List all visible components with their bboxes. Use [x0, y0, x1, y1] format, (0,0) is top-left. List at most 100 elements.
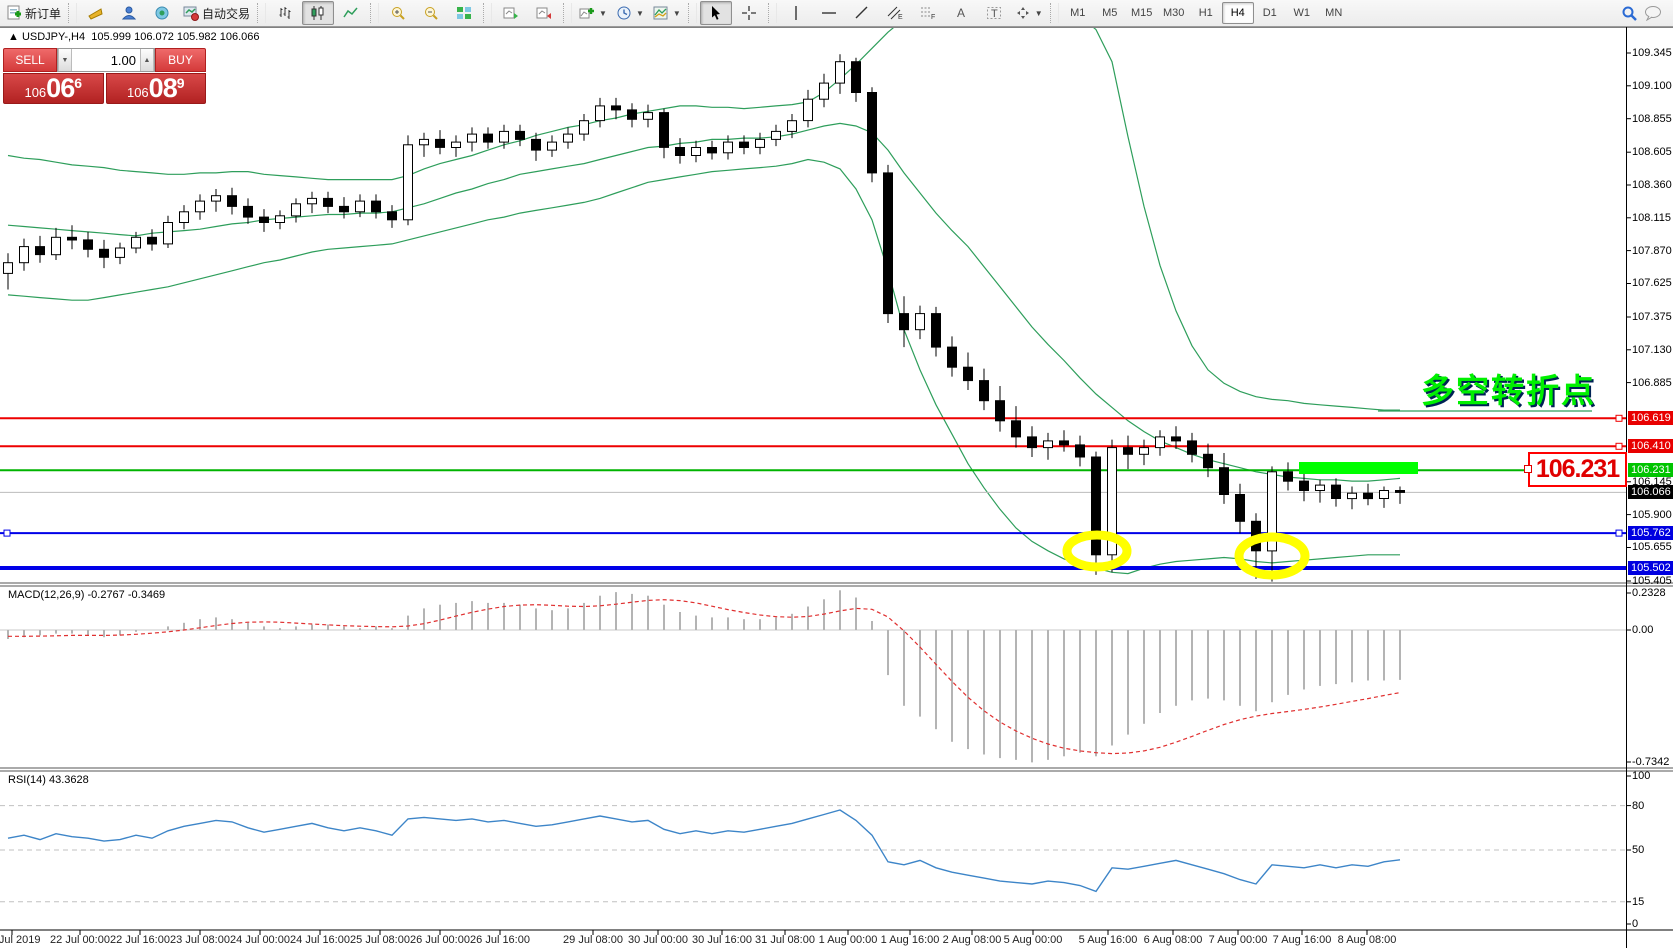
- volume-stepper: ▼ ▲: [57, 48, 155, 72]
- green-highlight-bar[interactable]: [1299, 462, 1418, 474]
- chat-icon[interactable]: [1644, 5, 1663, 21]
- autotrading-button[interactable]: 自动交易: [179, 1, 254, 25]
- svg-text:A: A: [957, 6, 965, 20]
- macd-label: MACD(12,26,9): [8, 589, 85, 601]
- line-handle[interactable]: [1615, 414, 1623, 422]
- buy-button[interactable]: BUY: [155, 48, 206, 72]
- symbol-info-line: ▲ USDJPY-,H4 105.999 106.072 105.982 106…: [8, 31, 260, 43]
- tile-windows-button[interactable]: [448, 1, 480, 25]
- price-tick: 105.655: [1632, 541, 1672, 554]
- arrows-tool-button[interactable]: ▼: [1011, 1, 1047, 25]
- price-tick: 109.100: [1632, 79, 1672, 92]
- price-tag-106.231: 106.231: [1628, 463, 1673, 478]
- rsi-tick: 100: [1632, 770, 1651, 782]
- signals-icon: [155, 6, 169, 20]
- sell-price-prefix: 106: [24, 85, 47, 100]
- ohlc-high: 106.072: [134, 31, 174, 43]
- vertical-line-tool-button[interactable]: [780, 1, 812, 25]
- sell-price-big: 06: [46, 73, 75, 103]
- zoom-in-button[interactable]: [382, 1, 414, 25]
- line-handle[interactable]: [1615, 529, 1623, 537]
- bar-chart-button[interactable]: [269, 1, 301, 25]
- crosshair-tool-button[interactable]: [733, 1, 765, 25]
- ohlc-low: 105.982: [176, 31, 217, 43]
- timeframe-H1[interactable]: H1: [1198, 7, 1213, 19]
- volume-increase-button[interactable]: ▲: [140, 49, 154, 71]
- price-callout-label[interactable]: 106.231: [1528, 452, 1627, 487]
- buy-price-prefix: 106: [126, 85, 149, 100]
- time-tick: 24 Jul 00:00: [230, 934, 290, 946]
- time-tick: 1 Aug 16:00: [880, 934, 940, 946]
- chart-shift-button[interactable]: [528, 1, 560, 25]
- timeframe-M15[interactable]: M15: [1131, 7, 1153, 19]
- new-order-button[interactable]: 新订单: [2, 1, 65, 25]
- arrows-icon: [1016, 7, 1029, 19]
- toolbar-separator: [257, 3, 267, 23]
- signals-button[interactable]: [146, 1, 178, 25]
- timeframe-H4[interactable]: H4: [1221, 2, 1254, 24]
- rsi-label: RSI(14): [8, 774, 46, 786]
- search-icon[interactable]: [1621, 5, 1638, 22]
- time-tick: 26 Jul 16:00: [470, 934, 530, 946]
- sell-quote[interactable]: 106 06 6: [3, 73, 104, 104]
- rsi-tick: 0: [1632, 918, 1639, 930]
- price-tick: 107.375: [1632, 310, 1672, 323]
- equidistant-channel-icon: E: [887, 6, 903, 21]
- zoom-in-icon: [392, 7, 405, 20]
- chart-shift-icon: [536, 7, 552, 19]
- volume-input[interactable]: [72, 49, 140, 71]
- text-tool-button[interactable]: A: [945, 1, 977, 25]
- line-chart-button[interactable]: [335, 1, 367, 25]
- collapse-arrow-icon[interactable]: ▲: [8, 31, 22, 43]
- bottom-circle-annotation[interactable]: [1234, 532, 1310, 580]
- label-handle[interactable]: [1524, 465, 1532, 473]
- horizontal-line-tool-button[interactable]: [813, 1, 845, 25]
- zoom-out-button[interactable]: [415, 1, 447, 25]
- volume-decrease-button[interactable]: ▼: [58, 49, 72, 71]
- auto-scroll-button[interactable]: [495, 1, 527, 25]
- line-handle[interactable]: [1615, 442, 1623, 450]
- rsi-tick: 80: [1632, 799, 1645, 812]
- time-tick: 31 Jul 08:00: [755, 934, 815, 946]
- ohlc-close: 106.066: [219, 31, 260, 43]
- profiles-icon: [88, 8, 103, 20]
- market-watch-button[interactable]: [113, 1, 145, 25]
- symbol-name: USDJPY-,H4: [21, 31, 86, 43]
- pivot-annotation-text[interactable]: 多空转折点: [1421, 372, 1596, 409]
- one-click-trading-panel: SELL ▼ ▲ BUY 106 06 6 106 08 9: [3, 48, 206, 104]
- chart-area[interactable]: [0, 27, 1673, 948]
- buy-quote[interactable]: 106 08 9: [105, 73, 206, 104]
- line-handle[interactable]: [3, 529, 11, 537]
- cursor-icon: [711, 6, 720, 20]
- sell-button[interactable]: SELL: [3, 48, 57, 72]
- profiles-button[interactable]: [80, 1, 112, 25]
- timeframe-M1[interactable]: M1: [1070, 7, 1086, 19]
- time-tick: 30 Jul 16:00: [692, 934, 752, 946]
- trendline-tool-button[interactable]: [846, 1, 878, 25]
- text-label-tool-button[interactable]: T: [978, 1, 1010, 25]
- timeframe-MN[interactable]: MN: [1325, 7, 1343, 19]
- timeframe-M30[interactable]: M30: [1163, 7, 1185, 19]
- timeframe-D1[interactable]: D1: [1262, 7, 1277, 19]
- channel-tool-button[interactable]: E: [879, 1, 911, 25]
- toolbar-separator: [68, 3, 78, 23]
- price-tick: 107.130: [1632, 343, 1672, 356]
- bottom-circle-annotation[interactable]: [1062, 530, 1132, 572]
- price-tick: 108.115: [1632, 211, 1671, 224]
- toolbar-separator: [370, 3, 380, 23]
- periods-button[interactable]: ▼: [612, 1, 648, 25]
- timeframe-W1[interactable]: W1: [1293, 7, 1310, 19]
- candlestick-chart-button[interactable]: [302, 1, 335, 25]
- time-tick: 8 Aug 08:00: [1337, 934, 1397, 946]
- time-tick: 22 Jul 00:00: [50, 934, 110, 946]
- vertical-line-icon: [795, 6, 797, 20]
- cursor-tool-button[interactable]: [699, 1, 732, 25]
- chevron-down-icon: ▼: [672, 8, 681, 18]
- toolbar-right-group: [1621, 5, 1671, 22]
- indicators-button[interactable]: ▼: [575, 1, 611, 25]
- macd-tick: -0.7342: [1632, 756, 1670, 768]
- templates-button[interactable]: ▼: [649, 1, 685, 25]
- fibonacci-tool-button[interactable]: F: [912, 1, 944, 25]
- text-icon: A: [957, 6, 965, 20]
- timeframe-M5[interactable]: M5: [1102, 7, 1118, 19]
